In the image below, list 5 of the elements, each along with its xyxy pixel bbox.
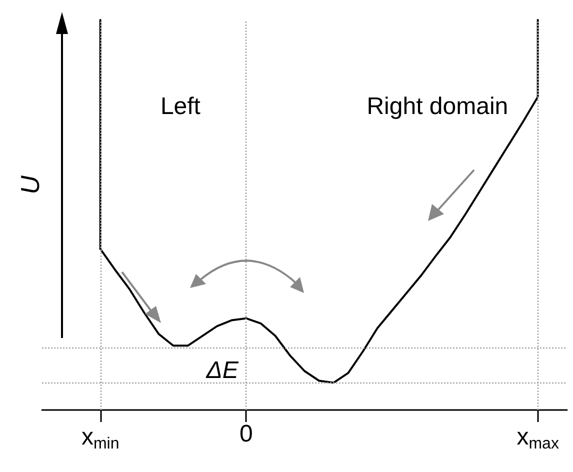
annotation: Right domain bbox=[366, 92, 508, 120]
y-axis-title: U bbox=[15, 175, 45, 194]
x-tick-label: 0 bbox=[239, 420, 253, 448]
annotation: Left bbox=[160, 92, 201, 120]
annotation: ΔE bbox=[205, 357, 240, 384]
